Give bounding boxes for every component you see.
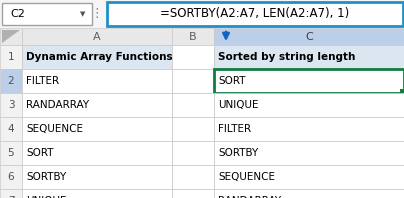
Bar xyxy=(214,117,404,141)
Bar xyxy=(172,141,214,165)
Text: C: C xyxy=(305,31,313,42)
Text: UNIQUE: UNIQUE xyxy=(218,100,259,110)
Bar xyxy=(0,93,22,117)
Text: SORT: SORT xyxy=(26,148,53,158)
Bar xyxy=(172,117,214,141)
Bar xyxy=(214,141,404,165)
Bar xyxy=(0,0,404,28)
Bar xyxy=(22,28,172,45)
Bar xyxy=(22,117,172,141)
Text: RANDARRAY: RANDARRAY xyxy=(26,100,89,110)
Bar xyxy=(172,45,214,69)
Text: 3: 3 xyxy=(8,100,14,110)
Text: Dynamic Array Functions: Dynamic Array Functions xyxy=(26,52,173,62)
Bar xyxy=(0,189,22,198)
Bar xyxy=(107,2,403,26)
Text: A: A xyxy=(93,31,101,42)
Text: 6: 6 xyxy=(8,172,14,182)
Text: 4: 4 xyxy=(8,124,14,134)
Polygon shape xyxy=(2,30,20,43)
Bar xyxy=(214,189,404,198)
Text: ⋮: ⋮ xyxy=(91,8,103,21)
Bar xyxy=(214,69,404,93)
Bar xyxy=(22,93,172,117)
Bar xyxy=(22,189,172,198)
Text: RANDARRAY: RANDARRAY xyxy=(218,196,281,198)
Text: FILTER: FILTER xyxy=(26,76,59,86)
Text: Sorted by string length: Sorted by string length xyxy=(218,52,356,62)
Text: UNIQUE: UNIQUE xyxy=(26,196,67,198)
Text: SORTBY: SORTBY xyxy=(26,172,66,182)
Text: 5: 5 xyxy=(8,148,14,158)
Text: SEQUENCE: SEQUENCE xyxy=(26,124,83,134)
Bar xyxy=(0,69,22,93)
Text: SORT: SORT xyxy=(218,76,246,86)
Text: 2: 2 xyxy=(8,76,14,86)
Bar xyxy=(22,165,172,189)
Bar xyxy=(22,45,172,69)
Bar xyxy=(0,141,22,165)
Bar xyxy=(172,165,214,189)
Bar xyxy=(214,93,404,117)
Text: SORTBY: SORTBY xyxy=(218,148,258,158)
Bar xyxy=(214,45,404,69)
Bar xyxy=(214,165,404,189)
Text: SEQUENCE: SEQUENCE xyxy=(218,172,275,182)
Bar xyxy=(0,165,22,189)
Text: ▼: ▼ xyxy=(80,11,86,17)
Bar xyxy=(172,189,214,198)
Text: =SORTBY(A2:A7, LEN(A2:A7), 1): =SORTBY(A2:A7, LEN(A2:A7), 1) xyxy=(160,8,349,21)
Bar xyxy=(214,28,404,45)
Bar xyxy=(0,117,22,141)
Text: B: B xyxy=(189,31,197,42)
Bar xyxy=(172,69,214,93)
Text: 7: 7 xyxy=(8,196,14,198)
Bar xyxy=(172,28,214,45)
Text: C2: C2 xyxy=(10,9,25,19)
Bar xyxy=(22,69,172,93)
Bar xyxy=(2,3,92,25)
Bar xyxy=(22,141,172,165)
Bar xyxy=(172,93,214,117)
Bar xyxy=(0,45,22,69)
Text: FILTER: FILTER xyxy=(218,124,251,134)
Text: 1: 1 xyxy=(8,52,14,62)
Bar xyxy=(400,89,404,94)
Bar xyxy=(0,28,22,45)
